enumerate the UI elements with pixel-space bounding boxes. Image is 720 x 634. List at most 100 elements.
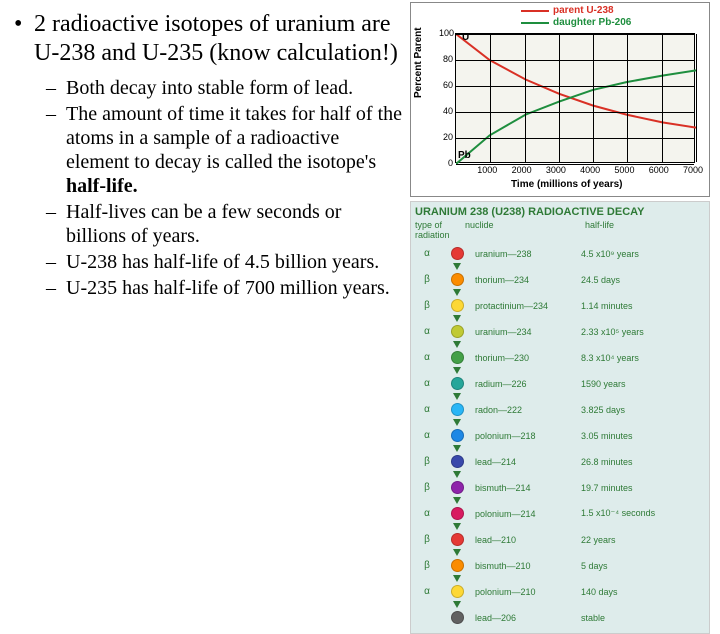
- nuclide-dot-cell: [439, 351, 475, 364]
- main-bullet-text: 2 radioactive isotopes of uranium are U-…: [34, 11, 398, 66]
- half-life-value: 19.7 minutes: [581, 483, 705, 493]
- down-arrow-icon: [453, 523, 461, 530]
- nuclide-dot-cell: [439, 247, 475, 260]
- nuclide-dot-icon: [451, 585, 464, 598]
- decay-title: URANIUM 238 (U238) RADIOACTIVE DECAY: [415, 206, 705, 218]
- x-tick: 3000: [546, 165, 566, 175]
- half-life-value: 3.825 days: [581, 405, 705, 415]
- decay-arrow-row: [415, 549, 705, 556]
- decay-row: β thorium—23424.5 days: [415, 270, 705, 289]
- radiation-type: β: [415, 456, 439, 467]
- decay-arrow-row: [415, 523, 705, 530]
- nuclide-dot-icon: [451, 273, 464, 286]
- half-life-value: 1590 years: [581, 379, 705, 389]
- x-tick: 4000: [580, 165, 600, 175]
- sub-item: The amount of time it takes for half of …: [46, 102, 405, 198]
- radiation-type: α: [415, 326, 439, 337]
- nuclide-dot-icon: [451, 611, 464, 624]
- y-tick: 100: [439, 28, 453, 38]
- radiation-type: β: [415, 482, 439, 493]
- sub-item: U-235 has half-life of 700 million years…: [46, 276, 405, 300]
- half-life-value: 5 days: [581, 561, 705, 571]
- nuclide-dot-cell: [439, 273, 475, 286]
- pb-label: Pb: [458, 150, 471, 161]
- nuclide-dot-icon: [451, 403, 464, 416]
- decay-arrow-row: [415, 575, 705, 582]
- x-tick: 5000: [614, 165, 634, 175]
- nuclide-label: lead—206: [475, 613, 581, 623]
- down-arrow-icon: [453, 471, 461, 478]
- decay-arrow-row: [415, 497, 705, 504]
- chart-legend: parent U-238 daughter Pb-206: [521, 5, 631, 29]
- nuclide-dot-icon: [451, 299, 464, 312]
- down-arrow-icon: [453, 289, 461, 296]
- half-life-value: 24.5 days: [581, 275, 705, 285]
- nuclide-label: polonium—218: [475, 431, 581, 441]
- x-tick: 6000: [649, 165, 669, 175]
- down-arrow-icon: [453, 549, 461, 556]
- nuclide-dot-icon: [451, 377, 464, 390]
- nuclide-dot-icon: [451, 325, 464, 338]
- radiation-type: β: [415, 560, 439, 571]
- y-tick: 80: [439, 54, 453, 64]
- half-life-value: 4.5 x10⁹ years: [581, 249, 705, 259]
- decay-arrow-row: [415, 289, 705, 296]
- radiation-type: α: [415, 352, 439, 363]
- down-arrow-icon: [453, 393, 461, 400]
- decay-row: β protactinium—2341.14 minutes: [415, 296, 705, 315]
- down-arrow-icon: [453, 341, 461, 348]
- radiation-type: β: [415, 300, 439, 311]
- nuclide-label: protactinium—234: [475, 301, 581, 311]
- y-tick: 0: [439, 158, 453, 168]
- radiation-type: β: [415, 274, 439, 285]
- nuclide-dot-cell: [439, 325, 475, 338]
- decay-arrow-row: [415, 445, 705, 452]
- decay-row: αthorium—2308.3 x10⁴ years: [415, 348, 705, 367]
- decay-arrow-row: [415, 393, 705, 400]
- half-life-value: stable: [581, 613, 705, 623]
- y-axis-label: Percent Parent: [413, 27, 424, 98]
- nuclide-dot-icon: [451, 481, 464, 494]
- radiation-type: α: [415, 248, 439, 259]
- figures-column: parent U-238 daughter Pb-206 Percent Par…: [410, 2, 715, 634]
- daughter-curve: [456, 34, 696, 164]
- nuclide-label: polonium—214: [475, 509, 581, 519]
- decay-chain-table: URANIUM 238 (U238) RADIOACTIVE DECAY typ…: [410, 201, 710, 634]
- decay-arrow-row: [415, 367, 705, 374]
- sub-list: Both decay into stable form of lead. The…: [10, 76, 405, 300]
- nuclide-label: thorium—234: [475, 275, 581, 285]
- nuclide-label: polonium—210: [475, 587, 581, 597]
- decay-row: α uranium—2384.5 x10⁹ years: [415, 244, 705, 263]
- down-arrow-icon: [453, 601, 461, 608]
- legend-swatch-daughter: [521, 22, 549, 24]
- decay-row: αradium—2261590 years: [415, 374, 705, 393]
- x-tick: 2000: [512, 165, 532, 175]
- half-life-value: 1.14 minutes: [581, 301, 705, 311]
- decay-arrow-row: [415, 471, 705, 478]
- y-tick: 40: [439, 106, 453, 116]
- nuclide-dot-cell: [439, 611, 475, 624]
- decay-arrow-row: [415, 315, 705, 322]
- nuclide-dot-cell: [439, 585, 475, 598]
- u-label: U: [462, 32, 469, 43]
- x-tick: 1000: [477, 165, 497, 175]
- radiation-type: α: [415, 586, 439, 597]
- decay-row: βlead—21426.8 minutes: [415, 452, 705, 471]
- radiation-type: α: [415, 404, 439, 415]
- nuclide-dot-cell: [439, 507, 475, 520]
- nuclide-label: uranium—238: [475, 249, 581, 259]
- nuclide-label: lead—214: [475, 457, 581, 467]
- x-axis-label: Time (millions of years): [511, 179, 623, 190]
- half-life-value: 3.05 minutes: [581, 431, 705, 441]
- nuclide-label: bismuth—214: [475, 483, 581, 493]
- nuclide-label: uranium—234: [475, 327, 581, 337]
- radiation-type: α: [415, 378, 439, 389]
- nuclide-dot-cell: [439, 403, 475, 416]
- decay-row: αpolonium—2183.05 minutes: [415, 426, 705, 445]
- legend-swatch-parent: [521, 10, 549, 12]
- decay-row: αradon—2223.825 days: [415, 400, 705, 419]
- down-arrow-icon: [453, 445, 461, 452]
- down-arrow-icon: [453, 575, 461, 582]
- half-life-value: 1.5 x10⁻⁴ seconds: [581, 508, 705, 519]
- decay-row: αpolonium—2141.5 x10⁻⁴ seconds: [415, 504, 705, 523]
